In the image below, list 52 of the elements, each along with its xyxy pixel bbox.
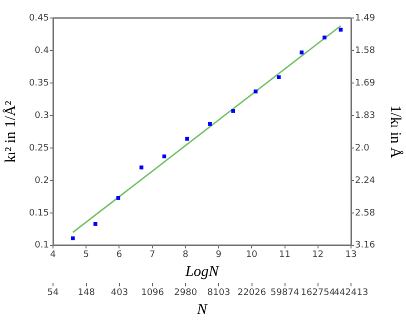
x-tick-label: 13 bbox=[345, 250, 357, 260]
x2-tick-label: 442413 bbox=[334, 288, 368, 298]
point bbox=[231, 108, 236, 113]
category-label: 1.49 bbox=[355, 13, 376, 24]
point bbox=[93, 222, 98, 226]
point bbox=[116, 196, 120, 200]
x2-tick-label: 403 bbox=[110, 288, 128, 298]
category-label: 1.58 bbox=[355, 46, 376, 56]
x-tick-label: 7 bbox=[149, 250, 156, 260]
x2-tick-label: 8103 bbox=[207, 288, 230, 298]
x-tick-label: 6 bbox=[116, 250, 122, 260]
x2-axis-title: N bbox=[196, 302, 208, 318]
y-tick-label: 0.25 bbox=[28, 143, 49, 154]
x2-tick-label: 162754 bbox=[300, 288, 336, 298]
x-tick-label: 10 bbox=[246, 250, 258, 260]
category-label: 2.58 bbox=[355, 208, 376, 218]
y-tick-label: 0.1 bbox=[34, 240, 49, 251]
x-tick-label: 11 bbox=[279, 250, 291, 260]
x2-tick-label: 54 bbox=[47, 288, 59, 298]
x-tick-label: 8 bbox=[182, 250, 189, 260]
y-tick-label: 0.35 bbox=[28, 78, 49, 88]
x2-tick-label: 59874 bbox=[270, 288, 300, 298]
point bbox=[254, 90, 258, 94]
y-tick-label: 0.3 bbox=[34, 110, 49, 121]
point bbox=[300, 50, 304, 54]
x-axis-title: LogN bbox=[184, 264, 220, 280]
category-label: 2.0 bbox=[355, 143, 370, 154]
point bbox=[276, 75, 281, 80]
x2-tick-label: 22026 bbox=[237, 288, 266, 298]
x2-tick-label: 148 bbox=[78, 288, 96, 298]
point bbox=[162, 154, 166, 158]
x-tick-label: 4 bbox=[50, 250, 56, 260]
y2-axis-title: 1/kₗ in Å bbox=[387, 105, 404, 158]
y-axis-title: kₗ² in 1/Å² bbox=[2, 100, 19, 163]
y-tick-label: 0.2 bbox=[34, 176, 49, 186]
point bbox=[208, 122, 212, 126]
x-tick-label: 9 bbox=[216, 250, 222, 260]
category-label: 3.16 bbox=[355, 240, 376, 251]
point bbox=[322, 36, 326, 40]
x-tick-label: 5 bbox=[83, 250, 89, 260]
point bbox=[70, 236, 75, 240]
category-label: 2.24 bbox=[355, 176, 376, 186]
category-label: 1.69 bbox=[355, 78, 376, 88]
point bbox=[185, 136, 190, 141]
x2-tick-label: 1096 bbox=[141, 288, 164, 298]
y-tick-label: 0.4 bbox=[34, 46, 50, 56]
category-label: 1.83 bbox=[355, 110, 376, 121]
y-tick-label: 0.45 bbox=[28, 13, 49, 24]
point bbox=[139, 166, 144, 170]
x-tick-label: 12 bbox=[312, 250, 324, 260]
y-tick-label: 0.15 bbox=[28, 208, 49, 218]
x2-tick-label: 2980 bbox=[174, 288, 198, 298]
